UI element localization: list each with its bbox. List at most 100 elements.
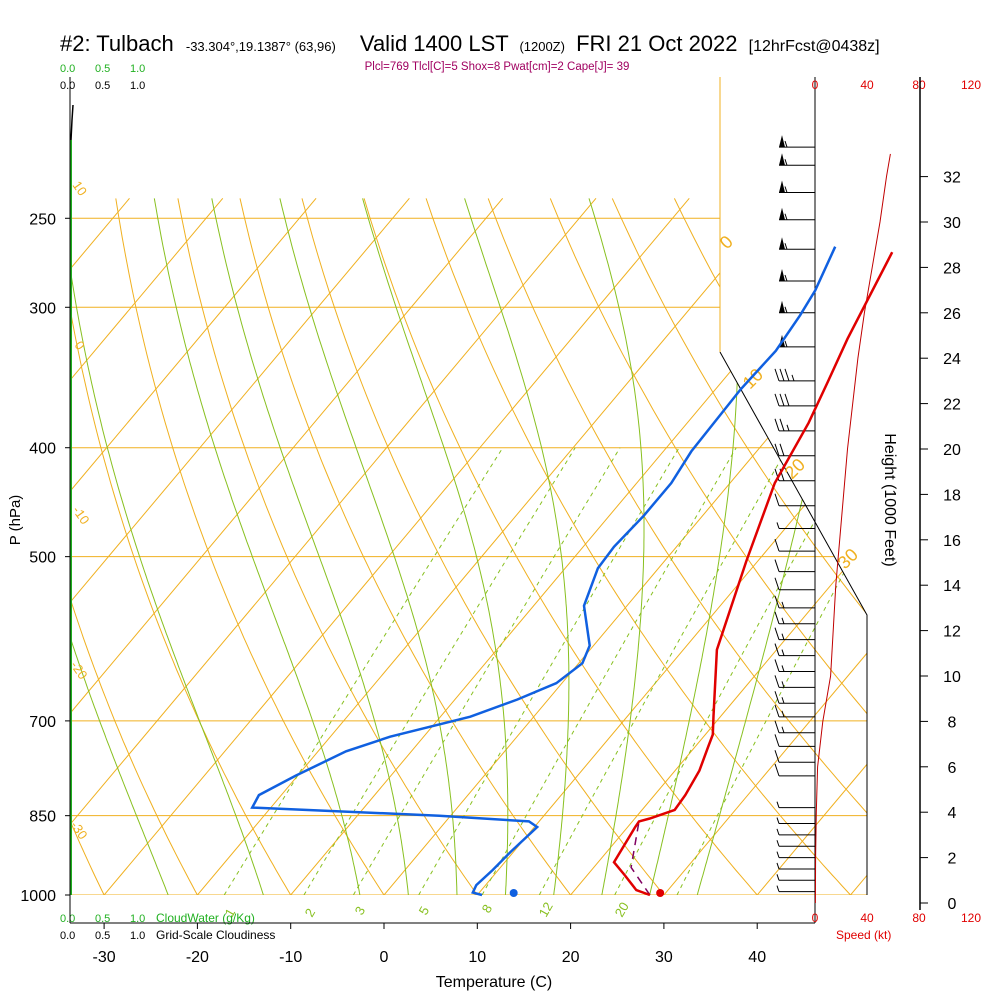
isotherm-line <box>0 198 129 918</box>
pressure-tick-label: 250 <box>29 211 56 228</box>
wind-barb <box>777 863 815 869</box>
pressure-tick-label: 500 <box>29 550 56 567</box>
wind-barb-half <box>782 618 784 624</box>
mixing-ratio-label: 20 <box>612 899 632 919</box>
pressure-tick-label: 1000 <box>20 888 56 905</box>
height-tick-label: 32 <box>943 170 961 187</box>
height-tick-label: 4 <box>948 805 957 822</box>
cloudiness-tick: 1.0 <box>130 930 145 942</box>
mixing-ratio-label: 8 <box>479 902 496 916</box>
pressure-tick-label: 300 <box>29 300 56 317</box>
temperature-axis-title: Temperature (C) <box>436 974 552 991</box>
cloud-tick: 1.0 <box>130 63 145 75</box>
zulu-time: (1200Z) <box>519 39 565 54</box>
dry-adiabat-line <box>116 198 400 918</box>
height-tick-label: 18 <box>943 487 961 504</box>
wind-barb-half <box>782 681 784 687</box>
wind-barb-half <box>782 634 784 640</box>
dry-adiabat-line <box>364 198 778 918</box>
speed-tick: 0 <box>812 78 819 92</box>
height-axis-title: Height (1000 Feet) <box>881 433 898 566</box>
wind-barb-half <box>777 852 779 858</box>
wind-barb-flag <box>775 494 779 506</box>
pressure-tick-label: 700 <box>29 714 56 731</box>
height-tick-label: 2 <box>948 851 957 868</box>
speed-tick: 80 <box>912 78 926 92</box>
wind-barb <box>777 886 815 892</box>
mixing-ratio-line <box>419 448 679 895</box>
temperature-tick-label: -20 <box>186 949 209 966</box>
wind-barb <box>775 734 815 746</box>
wind-barb <box>777 840 815 846</box>
wind-barb-half <box>777 874 779 880</box>
temperature-tick-label: 30 <box>655 949 673 966</box>
mixing-ratio-label: 5 <box>416 904 433 918</box>
valid-time: Valid 1400 LST <box>360 31 508 56</box>
speed-tick: 40 <box>860 78 874 92</box>
wind-barb-flag <box>775 628 779 640</box>
dry-adiabat-line <box>985 198 1000 918</box>
wind-barb-flag <box>775 734 779 746</box>
speed-tick: 120 <box>961 911 981 925</box>
wind-barb-flag <box>775 612 779 624</box>
pressure-tick-label: 850 <box>29 809 56 826</box>
wind-barb <box>775 675 815 687</box>
height-tick-label: 0 <box>948 896 957 913</box>
height-tick-label: 12 <box>943 624 961 641</box>
wind-barb-flag <box>775 721 779 733</box>
wind-barb-flag <box>775 675 779 687</box>
mixing-ratio-line <box>482 448 736 895</box>
surface-dewpoint-dot <box>510 889 518 897</box>
temperature-tick-label: -30 <box>93 949 116 966</box>
wind-barb-flag <box>775 691 779 703</box>
height-tick-label: 26 <box>943 306 961 323</box>
wind-barb-flag <box>775 539 779 551</box>
wind-barb <box>775 644 815 656</box>
height-tick-label: 20 <box>943 442 961 459</box>
wind-panel-mask <box>720 77 880 895</box>
cloudiness-tick: 0.5 <box>95 80 110 92</box>
wind-barb <box>775 560 815 572</box>
mixing-ratio-label: 2 <box>302 906 319 920</box>
speed-scale-bottom: 0 40 80 120 Speed (kt) <box>812 911 982 942</box>
cloudiness-bar <box>71 105 73 140</box>
forecast-info: [12hrFcst@0438z] <box>749 38 880 55</box>
temperature-tick-label: 40 <box>748 949 766 966</box>
wind-barb-flag <box>775 764 779 776</box>
cloud-scale-bottom: 0.0 0.5 1.0 CloudWater (g/Kg) 0.0 0.5 1.… <box>60 911 275 942</box>
cloudiness-tick: 0.5 <box>95 930 110 942</box>
moist-adiabat-line <box>363 198 508 918</box>
speed-label: Speed (kt) <box>836 928 891 942</box>
height-tick-label: 28 <box>943 260 961 277</box>
cloud-tick: 0.0 <box>60 63 75 75</box>
station-coords: -33.304°,19.1387° (63,96) <box>186 39 336 54</box>
wind-barb <box>777 852 815 858</box>
wind-barb <box>775 764 815 776</box>
height-tick-label: 22 <box>943 397 961 414</box>
cloudiness-tick: 1.0 <box>130 80 145 92</box>
wind-barb <box>775 596 815 608</box>
cloud-scale-top: 0.0 0.5 1.0 0.0 0.5 1.0 <box>60 63 145 92</box>
wind-barb-half <box>782 697 784 703</box>
station-name: #2: Tulbach <box>60 31 174 56</box>
speed-tick: 80 <box>912 911 926 925</box>
temperature-tick-label: 10 <box>468 949 486 966</box>
wind-barb-flag <box>775 578 779 590</box>
moist-adiabat-line <box>61 198 271 918</box>
wind-barb-half <box>777 522 779 528</box>
dry-adiabat-line <box>302 198 684 918</box>
wind-barb <box>775 612 815 624</box>
cloudiness-tick: 0.0 <box>60 80 75 92</box>
wind-barb-half <box>777 802 779 808</box>
cloudiness-tick: 0.0 <box>60 930 75 942</box>
temperature-tick-label: 20 <box>562 949 580 966</box>
pressure-axis-title: P (hPa) <box>7 495 24 546</box>
height-tick-label: 10 <box>943 669 961 686</box>
mixing-ratio-line <box>224 448 503 895</box>
wind-barb-half <box>777 863 779 869</box>
moist-adiabat-line <box>589 198 644 918</box>
wind-barb-half <box>777 886 779 892</box>
wind-barb-flag <box>775 659 779 671</box>
isotherm-line <box>0 198 503 918</box>
